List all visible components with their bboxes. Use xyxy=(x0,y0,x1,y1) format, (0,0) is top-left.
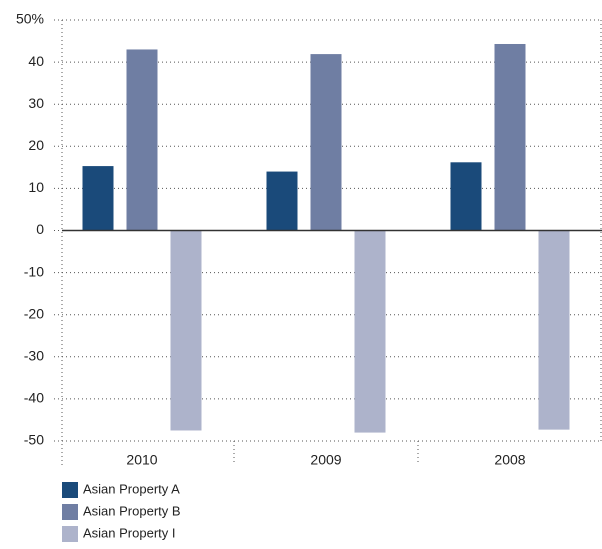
y-tick-label: 10 xyxy=(28,179,44,195)
bar xyxy=(310,54,342,231)
legend-label: Asian Property B xyxy=(83,503,181,518)
bar xyxy=(538,230,570,430)
legend-label: Asian Property A xyxy=(83,481,180,496)
legend-swatch xyxy=(62,482,78,498)
bar xyxy=(450,162,482,231)
bar xyxy=(170,230,202,431)
legend-swatch xyxy=(62,526,78,542)
x-tick-label: 2010 xyxy=(126,452,157,468)
y-tick-label: 20 xyxy=(28,137,44,153)
y-tick-label: 40 xyxy=(28,53,44,69)
bar xyxy=(82,166,114,231)
y-tick-label: 50% xyxy=(16,11,44,27)
bar xyxy=(126,49,158,231)
y-tick-label: 30 xyxy=(28,95,44,111)
x-tick-label: 2008 xyxy=(494,452,525,468)
y-tick-label: -10 xyxy=(24,263,44,279)
bar xyxy=(354,230,386,433)
bar xyxy=(266,171,298,231)
x-tick-label: 2009 xyxy=(310,452,341,468)
y-tick-label: -50 xyxy=(24,432,44,448)
y-tick-label: -40 xyxy=(24,390,44,406)
y-tick-label: -30 xyxy=(24,348,44,364)
y-tick-label: 0 xyxy=(36,221,44,237)
legend-swatch xyxy=(62,504,78,520)
y-tick-label: -20 xyxy=(24,305,44,321)
legend-label: Asian Property I xyxy=(83,525,176,540)
bar xyxy=(494,43,526,231)
